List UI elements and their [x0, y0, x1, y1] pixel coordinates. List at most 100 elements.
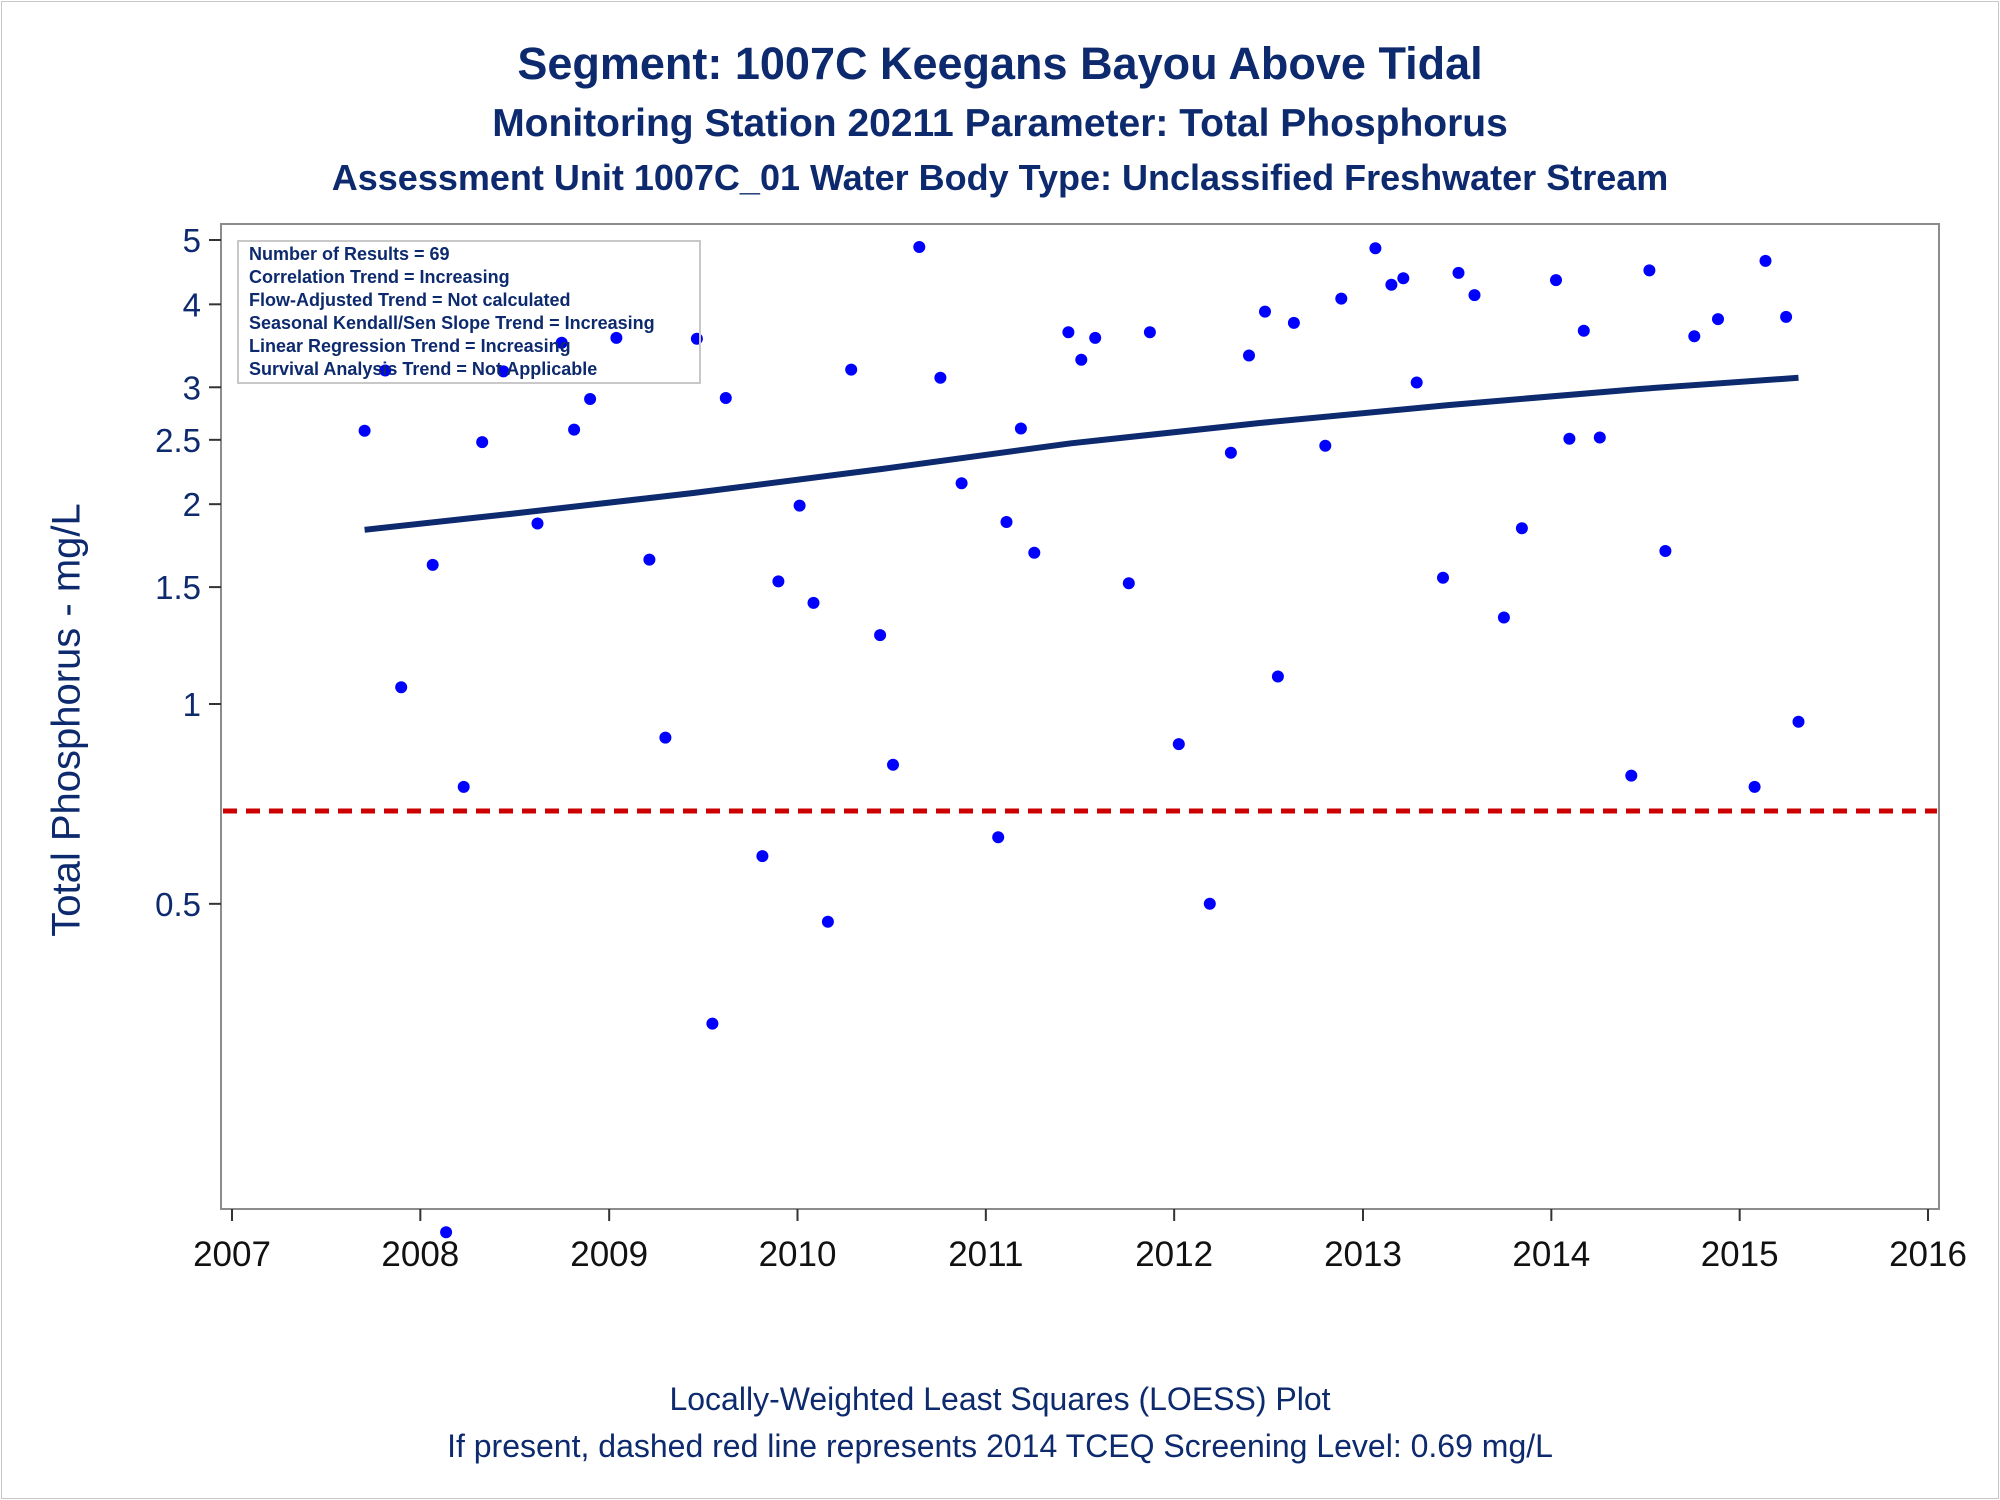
y-axis: 0.5 1 1.5 2 2.5 3 4 5: [155, 222, 221, 923]
x-tick-label: 2008: [381, 1235, 459, 1274]
stat-linear-regression-trend: Linear Regression Trend = Increasing: [249, 336, 571, 356]
data-point-33: [1062, 326, 1075, 339]
data-point-0: [358, 424, 371, 437]
footer-screening-note: If present, dashed red line represents 2…: [447, 1428, 1553, 1464]
x-tick-label: 2007: [193, 1235, 271, 1274]
data-point-61: [1643, 264, 1656, 277]
data-point-21: [807, 596, 820, 609]
data-point-47: [1369, 242, 1382, 255]
y-tick-label: 3: [183, 369, 201, 406]
data-point-46: [1335, 292, 1348, 305]
data-point-6: [476, 436, 489, 449]
data-point-22: [821, 915, 834, 928]
data-point-32: [1028, 546, 1041, 559]
data-point-49: [1397, 272, 1410, 285]
data-point-39: [1203, 897, 1216, 910]
y-tick-label: 1.5: [155, 569, 201, 606]
stat-survival-analysis-trend: Survival Analysis Trend = Not Applicable: [249, 359, 598, 379]
data-point-37: [1143, 326, 1156, 339]
data-point-14: [659, 731, 672, 744]
data-point-27: [934, 371, 947, 384]
data-point-29: [992, 831, 1005, 844]
chart-subtitle-assessment: Assessment Unit 1007C_01 Water Body Type…: [331, 157, 1669, 198]
data-point-36: [1122, 577, 1135, 590]
loess-trend-line: [364, 374, 1799, 533]
data-point-19: [772, 575, 785, 588]
data-point-43: [1271, 670, 1284, 683]
data-point-58: [1577, 324, 1590, 337]
data-point-4: [440, 1226, 453, 1239]
data-point-59: [1593, 431, 1606, 444]
data-point-34: [1075, 353, 1088, 366]
footer-loess-note: Locally-Weighted Least Squares (LOESS) P…: [669, 1381, 1331, 1417]
data-point-5: [457, 780, 470, 793]
stat-correlation-trend: Correlation Trend = Increasing: [249, 267, 510, 287]
data-point-40: [1224, 446, 1237, 459]
trend-statistics-box: Number of Results = 69 Correlation Trend…: [237, 240, 701, 384]
data-point-17: [719, 392, 732, 404]
x-tick-label: 2016: [1889, 1235, 1967, 1274]
x-tick-label: 2011: [948, 1235, 1023, 1274]
data-point-16: [706, 1017, 719, 1030]
x-axis: 2007 2008 2009 2010 2011 2012 2013 2014 2015 2016: [193, 1209, 1967, 1274]
x-tick-label: 2014: [1512, 1235, 1590, 1274]
data-point-63: [1688, 330, 1701, 343]
x-tick-label: 2013: [1324, 1235, 1402, 1274]
plot-area-border: [220, 223, 1940, 1210]
data-point-12: [610, 331, 623, 344]
data-point-44: [1287, 316, 1300, 329]
data-point-9: [555, 336, 568, 349]
data-point-50: [1410, 376, 1423, 389]
data-point-11: [584, 393, 597, 405]
data-point-45: [1319, 439, 1332, 452]
y-tick-label: 4: [183, 286, 201, 323]
data-point-8: [531, 517, 544, 530]
data-point-52: [1452, 266, 1465, 279]
data-point-28: [955, 477, 968, 490]
data-point-55: [1515, 522, 1528, 535]
stat-flow-adjusted-trend: Flow-Adjusted Trend = Not calculated: [249, 290, 571, 310]
data-point-65: [1748, 780, 1761, 793]
data-point-67: [1780, 310, 1793, 323]
data-point-3: [426, 558, 439, 571]
data-point-18: [756, 850, 769, 863]
data-point-51: [1437, 571, 1449, 584]
stat-seasonal-kendall-trend: Seasonal Kendall/Sen Slope Trend = Incre…: [249, 313, 655, 333]
data-point-1: [379, 364, 392, 377]
y-tick-label: 2.5: [155, 422, 201, 459]
data-point-38: [1172, 738, 1185, 751]
data-point-66: [1759, 254, 1772, 267]
chart-title: Segment: 1007C Keegans Bayou Above Tidal: [517, 38, 1483, 89]
data-point-10: [568, 423, 581, 436]
data-point-62: [1659, 545, 1672, 557]
data-point-7: [497, 365, 510, 378]
stat-number-of-results: Number of Results = 69: [249, 244, 450, 264]
y-tick-label: 1: [183, 686, 201, 723]
data-point-23: [845, 363, 858, 376]
data-point-48: [1385, 278, 1398, 291]
data-point-68: [1792, 715, 1805, 728]
data-point-64: [1712, 313, 1724, 326]
x-tick-label: 2010: [759, 1235, 837, 1274]
x-tick-label: 2009: [570, 1235, 648, 1274]
data-point-41: [1243, 349, 1255, 362]
data-point-13: [643, 553, 656, 566]
x-tick-label: 2015: [1701, 1235, 1779, 1274]
data-point-26: [913, 241, 926, 253]
data-point-35: [1089, 331, 1102, 344]
data-points: [358, 241, 1805, 1239]
data-point-24: [874, 629, 887, 642]
data-point-31: [1014, 422, 1027, 435]
data-point-60: [1625, 769, 1638, 782]
data-point-53: [1468, 289, 1481, 302]
data-point-56: [1550, 274, 1562, 287]
y-tick-label: 2: [183, 486, 201, 523]
data-point-2: [395, 681, 408, 694]
y-tick-label: 5: [183, 222, 201, 259]
data-point-57: [1563, 432, 1576, 445]
data-point-54: [1497, 611, 1510, 624]
y-tick-label: 0.5: [155, 886, 201, 923]
data-point-30: [1000, 516, 1013, 528]
